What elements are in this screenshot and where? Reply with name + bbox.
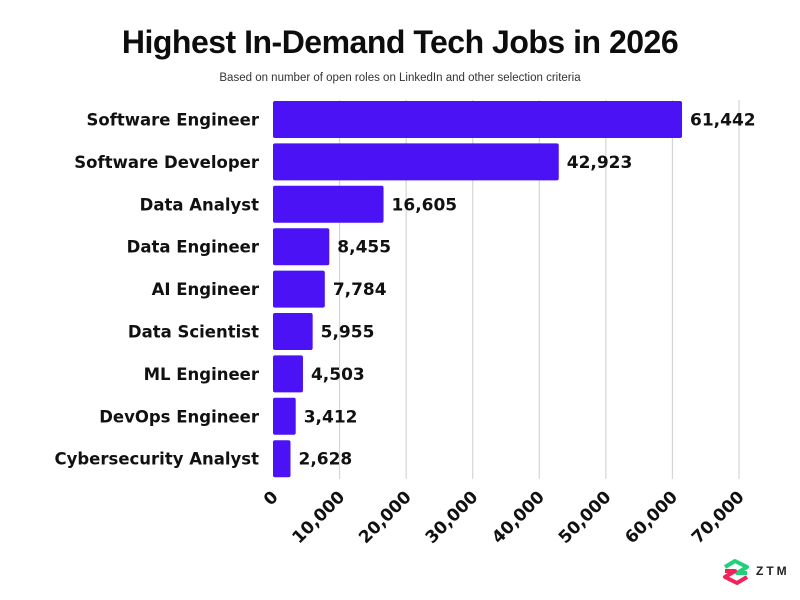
category-label: Data Scientist [128,323,259,342]
x-tick-label: 10,000 [289,487,350,548]
bar [273,270,325,308]
bar [273,143,559,181]
bar [273,397,296,435]
bar [273,185,384,223]
gridlines [338,100,740,479]
bar [273,355,303,393]
x-tick-label: 50,000 [555,487,616,548]
x-tick-label: 40,000 [488,487,549,548]
category-labels: Software Engineer Software Developer Data … [55,111,260,469]
ztm-logo: ZTM [721,557,796,587]
x-tick-label: 20,000 [355,487,416,548]
bar [273,313,313,350]
category-label: DevOps Engineer [99,407,260,426]
ztm-logo-icon [723,559,749,585]
bar [273,228,330,266]
bar [273,440,291,478]
x-tick-label: 0 [260,487,283,510]
chart-title: Highest In-Demand Tech Jobs in 2026 [121,24,679,60]
chart-subtitle: Based on number of open roles on LinkedI… [219,72,581,84]
x-tick-label: 30,000 [422,487,483,548]
x-tick-label: 60,000 [621,487,682,548]
category-label: Data Analyst [140,195,259,214]
value-label: 16,605 [392,195,458,215]
value-label: 2,628 [298,450,352,470]
category-label: AI Engineer [152,280,260,299]
category-label: Data Engineer [127,238,260,257]
x-axis-tick-labels: 0 10,000 20,000 30,000 40,000 50,000 60,000 70,… [260,487,749,548]
value-labels: 61,442 42,923 16,605 8,455 7,784 5,955 4,503 3,… [298,111,755,470]
x-tick-label: 70,000 [688,487,749,548]
category-label: ML Engineer [144,365,260,384]
category-label: Cybersecurity Analyst [55,450,260,469]
value-label: 4,503 [311,365,365,385]
value-label: 7,784 [333,280,387,300]
category-label: Software Engineer [87,111,260,130]
bar [273,101,683,138]
ztm-logo-text: ZTM [756,564,790,578]
value-label: 8,455 [337,238,391,258]
category-label: Software Developer [74,153,260,172]
bars [273,101,683,478]
value-label: 42,923 [567,153,633,173]
value-label: 61,442 [690,111,756,131]
value-label: 3,412 [304,407,358,427]
value-label: 5,955 [321,323,375,343]
